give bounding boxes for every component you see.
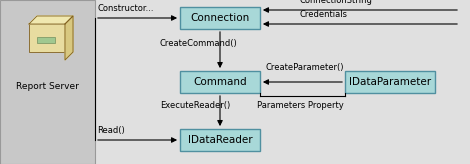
Text: Read(): Read() [97,126,125,135]
Text: Connection: Connection [190,13,250,23]
Bar [29,24,65,52]
Text: Command: Command [193,77,247,87]
Bar [180,71,260,93]
Bar [180,129,260,151]
Text: ExecuteReader(): ExecuteReader() [160,101,230,110]
Bar [37,37,55,43]
Text: Constructor...: Constructor... [97,4,154,13]
Bar [345,71,435,93]
Text: IDataReader: IDataReader [188,135,252,145]
Text: ConnectionString: ConnectionString [300,0,373,5]
Text: Parameters Property: Parameters Property [257,101,344,110]
Text: Credentials: Credentials [300,10,348,19]
Bar [0,0,95,164]
Bar [180,7,260,29]
Text: IDataParameter: IDataParameter [349,77,431,87]
Text: CreateCommand(): CreateCommand() [160,39,238,48]
Text: CreateParameter(): CreateParameter() [265,63,344,72]
Polygon shape [29,16,73,24]
Polygon shape [65,16,73,60]
Text: Report Server: Report Server [16,82,78,91]
